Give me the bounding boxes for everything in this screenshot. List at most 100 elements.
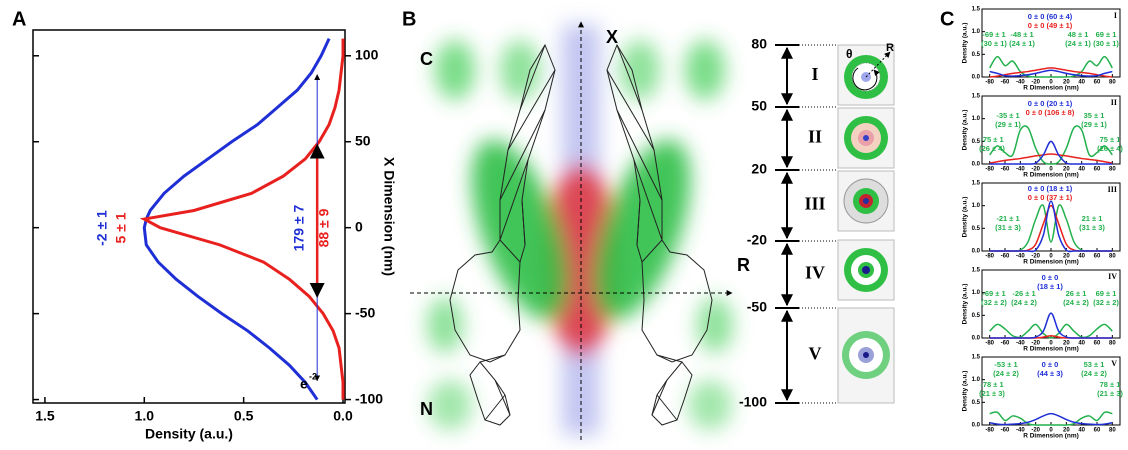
x-tick-label: 60 [1094,254,1101,260]
annotation: -75 ± 1 [980,135,1003,144]
x-tick-label: -80 [985,341,994,347]
theta-label: θ [846,47,853,61]
x-tick-label: 80 [1109,341,1116,347]
x-tick-label: 60 [1094,341,1101,347]
annotation: (29 ± 1) [1081,120,1107,129]
x-tick-label: -60 [1001,80,1010,86]
annotation: 26 ± 1 [1066,289,1087,298]
y-tick-label: 0.0 [972,336,981,342]
density-curve [990,126,1113,164]
annotation: 5 ± 1 [113,212,129,243]
scale-tick-label: -50 [747,299,767,315]
scale-tick-label: 50 [751,98,767,114]
annotation: (31 ± 3) [995,223,1021,232]
annotation: 35 ± 1 [1084,111,1105,120]
x-tick-label: 1.5 [35,408,55,424]
cross-section-icons [838,45,894,403]
annotation: (24 ± 2) [1063,298,1089,307]
y-tick-label: 0.0 [972,423,981,429]
annotation: (29 ± 1) [995,120,1021,129]
segment-label: V [809,344,822,364]
radius-label: R [886,42,894,54]
scale-tick-label: -100 [739,394,767,410]
y-tick-label: 1.0 [972,203,981,209]
annotation: (26 ± 4) [979,144,1005,153]
annotation: 75 ± 1 [1100,135,1121,144]
annotation: 0 ± 0 (20 ± 1) [1028,99,1073,108]
x-tick-label: 1.0 [135,408,155,424]
y-tick-label: 1.5 [972,181,981,187]
y-tick-label: 50 [355,132,371,148]
panel-letter: A [12,8,26,30]
panel-numeral: I [1114,11,1117,20]
x-axis-title: R Dimension (nm) [1023,433,1079,440]
annotation: (24 ± 1) [1065,39,1091,48]
annotation: -2 ± 1 [94,210,110,246]
annotation: -48 ± 1 [1010,30,1033,39]
x-tick-label: -80 [985,167,994,173]
annotation: (32 ± 2) [981,298,1007,307]
x-tick-label: 60 [1094,80,1101,86]
annotation: -26 ± 1 [1012,289,1035,298]
annotation: 0 ± 0 [1042,273,1059,282]
annotation: -78 ± 1 [980,380,1003,389]
y-tick-label: 1.0 [972,29,981,35]
note-exponent: -2 [309,371,317,381]
y-tick-label: 1.0 [972,290,981,296]
x-tick-label: -60 [1001,167,1010,173]
x-axis-title: R Dimension (nm) [1023,346,1079,353]
annotation: -21 ± 1 [996,214,1019,223]
annotation: 48 ± 1 [1068,30,1089,39]
x-tick-label: 40 [1078,167,1085,173]
x-tick-label: -60 [1001,428,1010,434]
annotation: (44 ± 3) [1037,369,1063,378]
annotation: -35 ± 1 [996,111,1019,120]
y-axis-title: X Dimension (nm) [381,157,397,276]
x-tick-label: -80 [985,428,994,434]
annotation: 0 ± 0 (37 ± 1) [1028,193,1073,202]
y-tick-label: 1.0 [972,377,981,383]
x-tick-label: 40 [1078,254,1085,260]
x-tick-label: 80 [1109,428,1116,434]
annotation: -53 ± 1 [994,360,1017,369]
scale-tick-label: -20 [747,232,767,248]
panel-numeral: III [1108,185,1117,194]
x-tick-label: -80 [985,80,994,86]
y-tick-label: 0 [355,218,363,234]
annotation: (24 ± 2) [993,369,1019,378]
x-tick-label: 40 [1078,80,1085,86]
x-tick-label: -60 [1001,341,1010,347]
annotation: -69 ± 1 [982,289,1005,298]
annotation: 0 ± 0 (49 ± 1) [1028,21,1073,30]
segment-label: II [808,127,822,147]
figure: A B C X R C N [0,0,1128,450]
annotation: 78 ± 1 [1100,380,1121,389]
y-axis-title: Density (a.u.) [962,23,969,64]
y-tick-label: 1.5 [972,355,981,361]
annotation: 179 ± 7 [291,204,307,251]
annotation: (26 ± 4) [1097,144,1123,153]
note-base: e [300,376,308,392]
y-tick-label: 0.0 [972,249,981,255]
y-tick-label: 1.5 [972,94,981,100]
x-tick-label: 80 [1109,254,1116,260]
y-tick-label: -50 [355,304,375,320]
density-map [427,25,733,435]
y-tick-label: -100 [355,390,383,406]
x-tick-label: 0.5 [234,408,254,424]
annotation: (18 ± 1) [1037,282,1063,291]
annotation: 0 ± 0 (60 ± 4) [1028,12,1073,21]
annotation: 0 ± 0 (106 ± 8) [1026,108,1075,117]
annotation: 53 ± 1 [1084,360,1105,369]
y-tick-label: 0.0 [972,75,981,81]
y-axis-title: Density (a.u.) [962,197,969,238]
x-tick-label: -80 [985,254,994,260]
x-tick-label: 80 [1109,167,1116,173]
panel-letter: C [940,8,954,30]
x-tick-label: 40 [1078,428,1085,434]
panel-numeral: II [1111,98,1117,107]
panel-numeral: IV [1108,272,1117,281]
segment-label: IV [805,263,825,283]
scale-tick-label: 20 [751,161,767,177]
annotation: 69 ± 1 [1096,30,1117,39]
